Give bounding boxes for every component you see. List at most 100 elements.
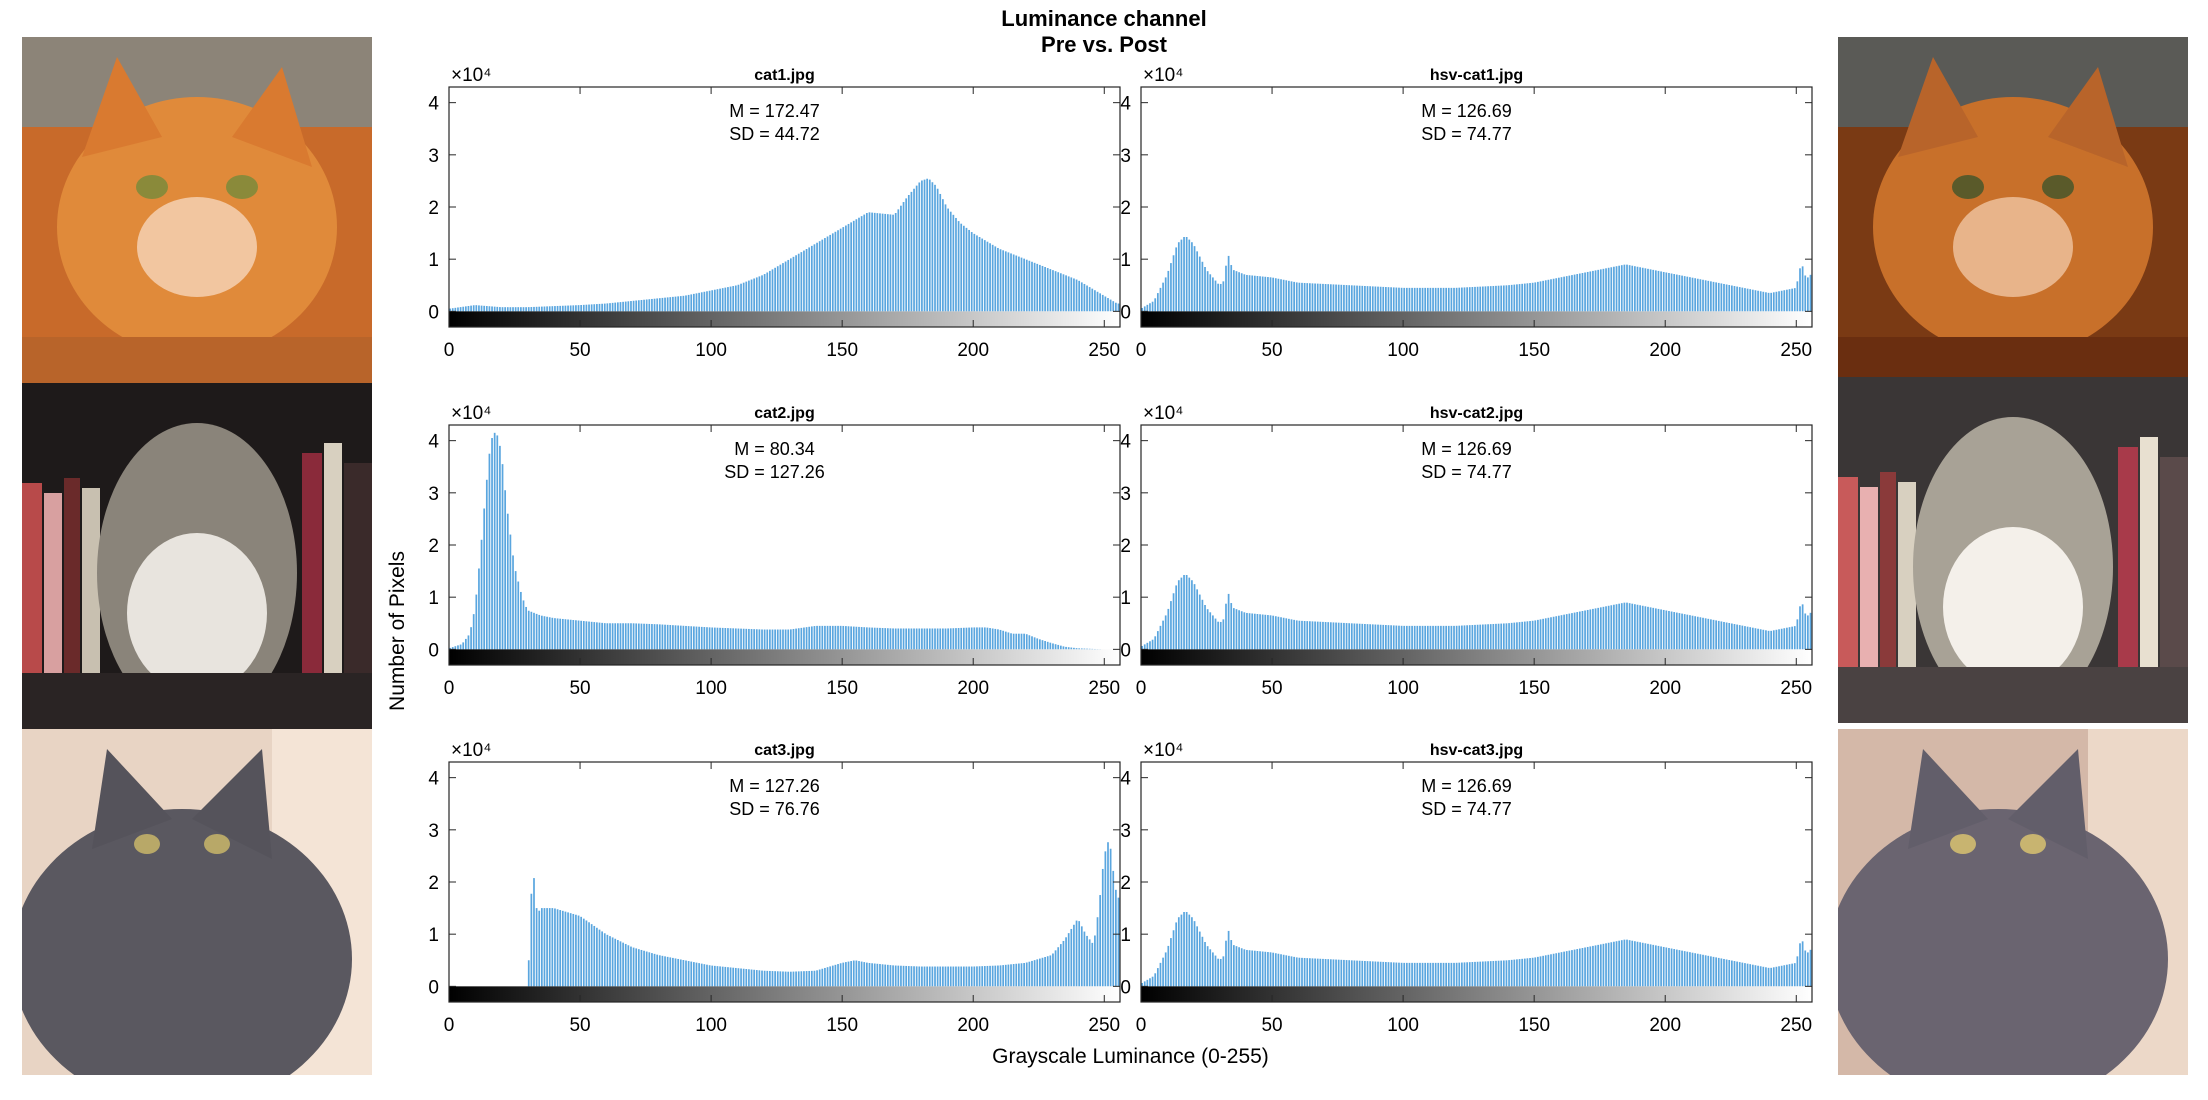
histogram-bar — [813, 626, 816, 650]
histogram-bar — [981, 627, 984, 650]
histogram-bar — [1618, 603, 1621, 650]
histogram-bar — [1020, 963, 1023, 987]
histogram-bar — [721, 966, 724, 987]
histogram-bar — [1767, 630, 1770, 650]
histogram-bar — [1371, 624, 1374, 650]
histogram-bar — [653, 298, 656, 312]
histogram-bar — [575, 914, 577, 987]
histogram-bar — [1521, 621, 1524, 650]
x-tick-label: 150 — [826, 678, 858, 699]
histogram-bar — [732, 628, 735, 650]
histogram-bar — [593, 622, 596, 650]
histogram-bar — [640, 300, 643, 312]
histogram-bar — [1007, 252, 1010, 312]
histogram-bar — [1670, 273, 1673, 312]
histogram-bar — [989, 628, 991, 650]
histogram-bar — [535, 613, 538, 650]
stat-annotation: SD = 127.26 — [724, 462, 825, 482]
histogram-bar — [787, 629, 790, 650]
histogram-bar — [1476, 961, 1479, 987]
histogram-bar — [1264, 614, 1267, 650]
histogram-bar — [1086, 285, 1088, 312]
histogram-bar — [1702, 617, 1704, 650]
histogram-bar — [695, 962, 698, 987]
histogram-bar — [470, 627, 472, 650]
histogram-bar — [548, 306, 551, 312]
histogram-bar — [821, 968, 824, 987]
histogram-bar — [1670, 611, 1673, 650]
histogram-bar — [1479, 961, 1482, 987]
histogram-bar — [1041, 957, 1044, 987]
histogram-bar — [517, 307, 520, 312]
histogram-bar — [713, 289, 716, 312]
histogram-bar — [1547, 279, 1550, 312]
histogram-bar — [1340, 284, 1343, 312]
histogram-bar — [645, 951, 648, 987]
histogram-bar — [1647, 943, 1649, 987]
histogram-bar — [1356, 623, 1358, 650]
histogram-bar — [1267, 615, 1269, 650]
histogram-bar — [1408, 962, 1411, 987]
histogram-bar — [1088, 287, 1091, 312]
y-exponent-label: ×10⁴ — [451, 740, 491, 761]
histogram-bar — [1295, 282, 1298, 312]
histogram-bar — [1036, 959, 1039, 987]
histogram-bar — [847, 961, 850, 987]
histogram-bar — [546, 306, 548, 312]
histogram-bar — [1728, 285, 1731, 312]
histogram-bar — [766, 970, 769, 987]
histogram-bar — [994, 246, 997, 312]
histogram-bar — [1039, 639, 1041, 650]
histogram-bar — [808, 626, 811, 650]
x-tick-label: 50 — [569, 340, 590, 361]
histogram-bar — [1073, 924, 1075, 987]
histogram-bar — [543, 306, 546, 312]
histogram-bar — [894, 213, 897, 312]
histogram-bar — [774, 267, 776, 312]
histogram-bar — [1510, 959, 1513, 987]
histogram-bar — [1094, 290, 1096, 312]
histogram-bar — [527, 960, 530, 987]
histogram-bar — [1613, 604, 1615, 650]
histogram-bar — [1002, 965, 1005, 987]
histogram-bar — [771, 971, 774, 987]
histogram-bar — [1547, 617, 1550, 650]
histogram-bar — [818, 625, 821, 650]
histogram-bar — [1513, 959, 1516, 987]
histogram-bar — [805, 971, 808, 987]
histogram-bar — [1607, 605, 1610, 650]
histogram-bar — [1468, 962, 1471, 987]
histogram-bar — [1235, 609, 1238, 650]
histogram-bar — [1010, 253, 1012, 312]
histogram-bar — [1301, 282, 1303, 312]
histogram-bar — [808, 970, 811, 987]
stat-annotation: SD = 74.77 — [1421, 462, 1512, 482]
histogram-bar — [1492, 623, 1495, 650]
histogram-bar — [1458, 287, 1461, 312]
histogram-bar — [1531, 620, 1534, 650]
histogram-bar — [648, 952, 651, 987]
histogram-bar — [1699, 279, 1702, 312]
histogram-bar — [1725, 284, 1728, 312]
histogram-bar — [871, 627, 873, 650]
histogram-bar — [501, 464, 504, 650]
histogram-bar — [721, 288, 724, 312]
stat-annotation: M = 80.34 — [734, 439, 815, 459]
histogram-bar — [957, 628, 960, 650]
histogram-bar — [915, 966, 918, 987]
histogram-bar — [779, 971, 782, 987]
histogram-bar — [1484, 286, 1487, 312]
histogram-bar — [1426, 962, 1429, 987]
histogram-bar — [1681, 275, 1683, 312]
histogram-bar — [664, 956, 666, 987]
histogram-bar — [1243, 949, 1246, 987]
histogram-bar — [970, 627, 973, 650]
histogram-bar — [1607, 267, 1610, 312]
histogram-bar — [472, 614, 475, 650]
stat-annotation: M = 126.69 — [1421, 776, 1512, 796]
histogram-bar — [1623, 939, 1626, 987]
histogram-bar — [1062, 940, 1065, 987]
histogram-bar — [1049, 642, 1052, 650]
histogram-bar — [585, 304, 588, 312]
